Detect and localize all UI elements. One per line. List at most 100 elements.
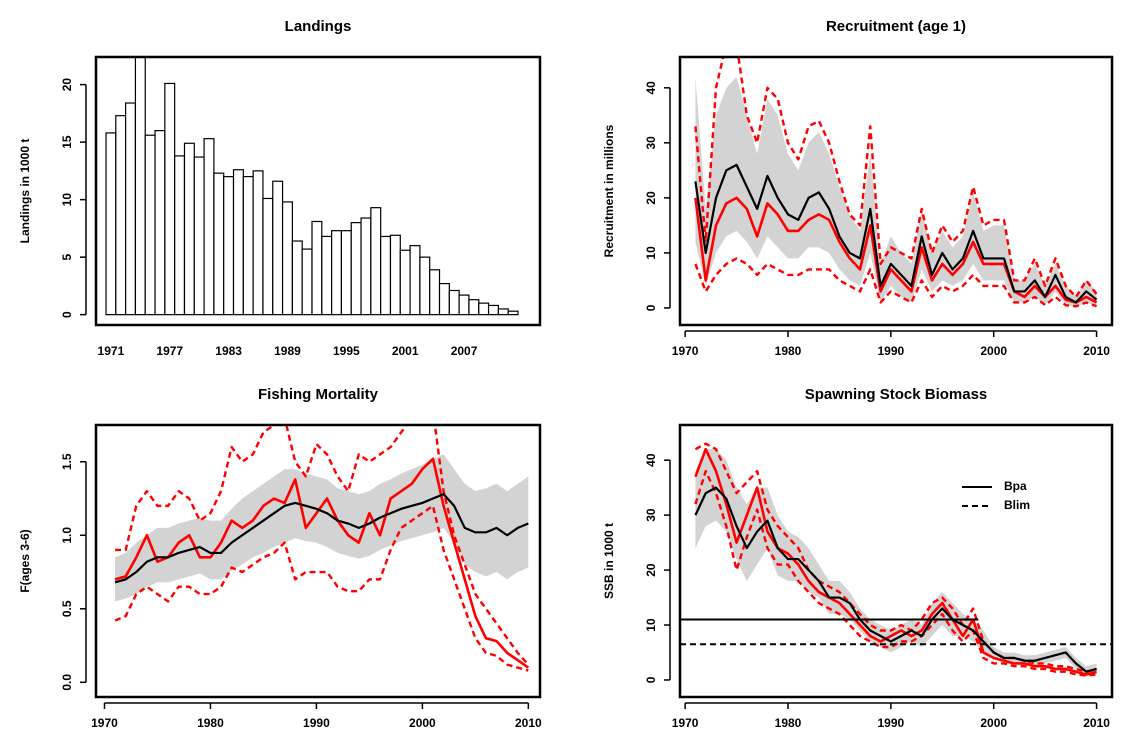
bar bbox=[478, 302, 490, 316]
series-line bbox=[114, 493, 529, 584]
y-tick-label: 30 bbox=[644, 508, 658, 522]
bar bbox=[507, 310, 519, 316]
bar bbox=[340, 230, 352, 316]
y-tick-label: 0 bbox=[60, 311, 74, 318]
chart-title: Landings bbox=[285, 18, 352, 35]
y-tick-label: 0.0 bbox=[60, 674, 74, 691]
series-line bbox=[694, 196, 1098, 304]
y-tick-label: 40 bbox=[644, 81, 658, 95]
series-line bbox=[114, 457, 530, 669]
x-tick-label: 2001 bbox=[392, 344, 419, 358]
x-tick-label: 1977 bbox=[156, 344, 183, 358]
legend-label: Blim bbox=[1004, 498, 1030, 512]
bar bbox=[350, 222, 362, 316]
bar bbox=[438, 282, 450, 316]
x-tick-label: 1970 bbox=[91, 716, 118, 730]
bar bbox=[242, 176, 254, 316]
series-line bbox=[694, 257, 1097, 308]
series-line bbox=[114, 504, 529, 672]
bar bbox=[380, 235, 392, 316]
y-tick-label: 20 bbox=[60, 78, 74, 92]
plot-frame bbox=[94, 55, 542, 327]
y-tick-label: 5 bbox=[60, 253, 74, 260]
bar bbox=[419, 256, 431, 316]
plot-frame bbox=[94, 423, 542, 699]
chart-title: Spawning Stock Biomass bbox=[805, 386, 988, 403]
x-tick-label: 2010 bbox=[515, 716, 542, 730]
plot-area bbox=[114, 425, 530, 672]
x-tick-label: 1990 bbox=[878, 344, 905, 358]
bar bbox=[370, 207, 382, 316]
series-line bbox=[115, 425, 530, 666]
x-tick-label: 2000 bbox=[980, 716, 1007, 730]
y-axis-label: F(ages 3-6) bbox=[18, 529, 32, 592]
x-tick-label: 2000 bbox=[409, 716, 436, 730]
bar bbox=[193, 156, 205, 316]
y-tick-label: 20 bbox=[644, 191, 658, 205]
bar bbox=[487, 304, 499, 316]
bar bbox=[203, 138, 215, 316]
x-tick-label: 1990 bbox=[878, 716, 905, 730]
bar bbox=[105, 132, 117, 316]
x-tick-label: 1970 bbox=[672, 716, 699, 730]
x-tick-label: 1980 bbox=[775, 344, 802, 358]
bar bbox=[183, 142, 195, 316]
bar bbox=[399, 249, 411, 316]
y-tick-label: 10 bbox=[644, 246, 658, 260]
bar bbox=[252, 170, 264, 316]
bar bbox=[291, 240, 303, 316]
y-tick-label: 0 bbox=[644, 676, 658, 683]
y-axis-label: SSB in 1000 t bbox=[602, 523, 616, 599]
bar bbox=[272, 180, 284, 316]
bar bbox=[389, 234, 401, 316]
bar bbox=[232, 169, 244, 316]
plot-frame bbox=[678, 55, 1114, 327]
bar bbox=[213, 172, 225, 316]
confidence-band bbox=[695, 449, 1097, 676]
bar bbox=[144, 134, 156, 316]
y-tick-label: 0 bbox=[644, 304, 658, 311]
plot-area bbox=[105, 57, 519, 316]
bar bbox=[281, 201, 293, 316]
y-tick-label: 40 bbox=[644, 453, 658, 467]
confidence-band bbox=[695, 76, 1097, 307]
bar bbox=[321, 235, 333, 316]
bar bbox=[115, 115, 127, 316]
y-tick-label: 20 bbox=[644, 563, 658, 577]
x-tick-label: 2000 bbox=[980, 344, 1007, 358]
y-tick-label: 10 bbox=[644, 618, 658, 632]
bar bbox=[164, 82, 176, 316]
legend-label: Bpa bbox=[1004, 479, 1027, 493]
bar bbox=[458, 294, 470, 316]
y-tick-label: 15 bbox=[60, 135, 74, 149]
chart-title: Fishing Mortality bbox=[258, 386, 379, 403]
bar bbox=[125, 102, 137, 316]
x-tick-label: 1989 bbox=[274, 344, 301, 358]
x-tick-label: 1990 bbox=[303, 716, 330, 730]
x-tick-label: 2010 bbox=[1083, 344, 1110, 358]
chart-title: Recruitment (age 1) bbox=[826, 18, 966, 35]
bar bbox=[360, 217, 372, 316]
series-line bbox=[694, 163, 1098, 304]
y-axis-label: Recruitment in millions bbox=[602, 124, 616, 257]
y-axis-label: Landings in 1000 t bbox=[18, 139, 32, 244]
y-tick-label: 1.5 bbox=[60, 453, 74, 470]
bar bbox=[134, 57, 146, 316]
x-tick-label: 1980 bbox=[775, 716, 802, 730]
bar bbox=[429, 269, 441, 316]
plot-frame bbox=[678, 423, 1114, 699]
bar bbox=[331, 230, 343, 316]
x-tick-label: 1980 bbox=[197, 716, 224, 730]
bar bbox=[409, 245, 421, 316]
bar bbox=[262, 197, 274, 316]
series-line bbox=[694, 447, 1097, 676]
y-tick-label: 10 bbox=[60, 193, 74, 207]
plot-area bbox=[694, 57, 1098, 308]
plot-area bbox=[680, 442, 1112, 677]
x-tick-label: 1983 bbox=[215, 344, 242, 358]
bar bbox=[223, 176, 235, 316]
y-tick-label: 1.0 bbox=[60, 527, 74, 544]
bar bbox=[448, 289, 460, 316]
